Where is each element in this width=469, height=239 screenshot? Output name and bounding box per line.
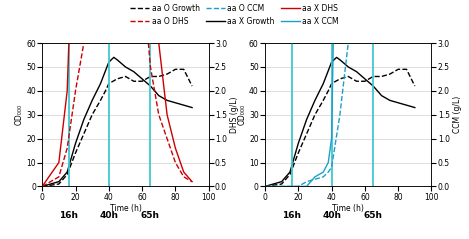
- Text: 40h: 40h: [99, 212, 118, 220]
- Text: 16h: 16h: [60, 212, 78, 220]
- Text: 65h: 65h: [363, 212, 383, 220]
- Legend: aa O Growth, aa O DHS, aa O CCM, aa X Growth, aa X DHS, aa X CCM: aa O Growth, aa O DHS, aa O CCM, aa X Gr…: [130, 4, 339, 26]
- Y-axis label: OD₀₀₀: OD₀₀₀: [237, 104, 246, 125]
- Text: 16h: 16h: [282, 212, 301, 220]
- Y-axis label: OD₀₀₀: OD₀₀₀: [15, 104, 23, 125]
- X-axis label: Time (h): Time (h): [110, 204, 141, 213]
- Y-axis label: CCM (g/L): CCM (g/L): [453, 96, 461, 133]
- Y-axis label: DHS (g/L): DHS (g/L): [230, 97, 239, 133]
- Text: 65h: 65h: [141, 212, 160, 220]
- X-axis label: Time (h): Time (h): [333, 204, 364, 213]
- Text: 40h: 40h: [322, 212, 341, 220]
